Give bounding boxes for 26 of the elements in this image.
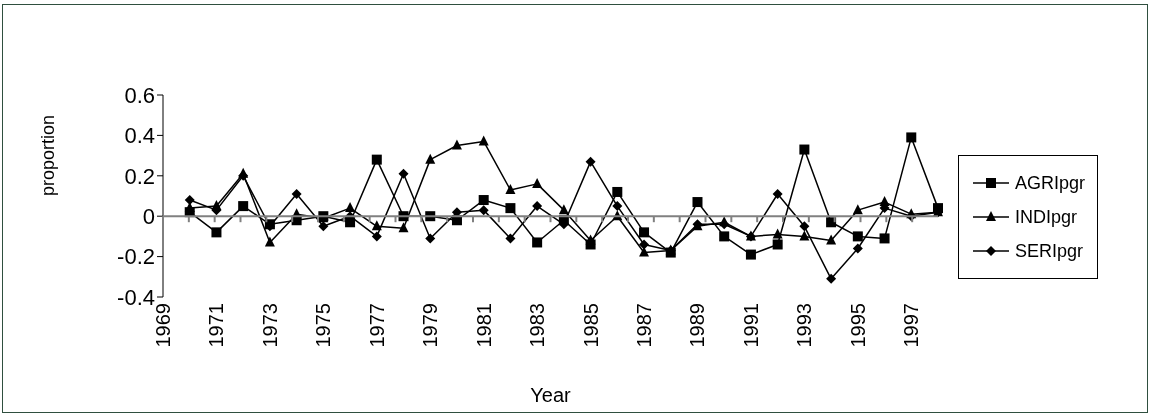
x-tick-label: 1993 [793,303,816,348]
x-tick-label: 1983 [526,303,549,348]
legend-label: INDIpgr [1015,206,1078,228]
y-tick-label: -0.2 [117,244,155,270]
x-tick-label: 1973 [258,303,281,348]
x-tick-label: 1977 [365,303,388,348]
x-tick-label: 1997 [900,303,923,348]
y-tick-label: 0.6 [124,82,155,108]
x-tick-label: 1985 [579,303,602,348]
x-tick-label: 1987 [633,303,656,348]
x-tick-label: 1971 [205,303,228,348]
y-tick-label: 0.4 [124,123,155,149]
x-tick-label: 1989 [686,303,709,348]
x-tick-label: 1991 [739,303,762,348]
x-tick-label: 1995 [846,303,869,348]
y-tick-label: 0 [142,204,155,230]
y-axis-title: proportion [38,114,59,196]
x-tick-label: 1969 [152,303,174,348]
y-tick-label: 0.2 [124,163,155,189]
x-tick-label: 1979 [419,303,442,348]
y-tick-label: -0.4 [117,284,155,310]
legend-label: SERIpgr [1015,240,1084,262]
legend-label: AGRIpgr [1015,172,1086,194]
x-tick-label: 1981 [472,303,495,348]
x-axis-title: Year [530,384,572,406]
x-tick-label: 1975 [312,303,335,348]
